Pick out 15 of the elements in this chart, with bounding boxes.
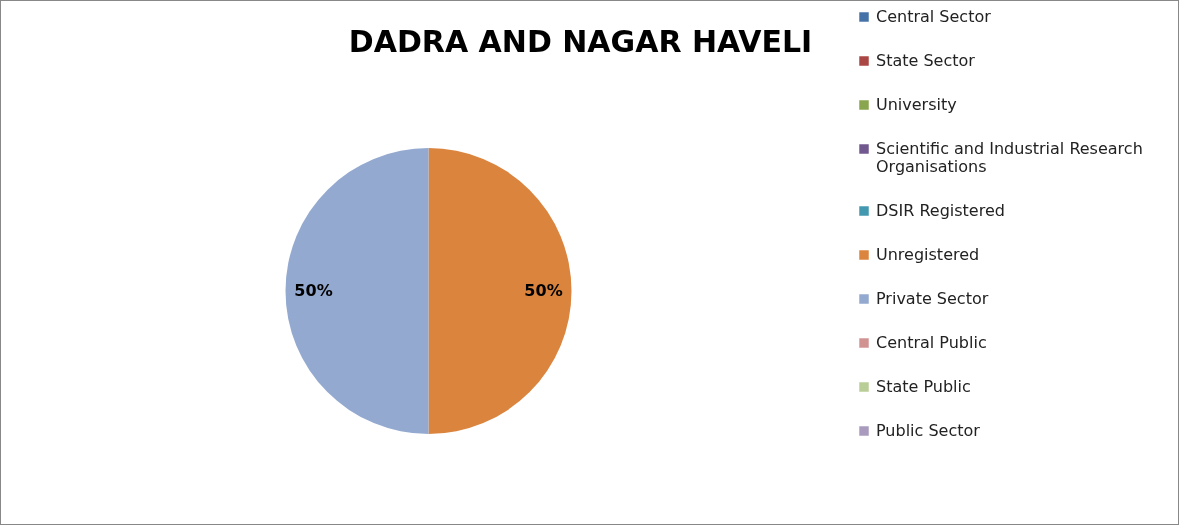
legend-label: Public Sector [876, 421, 981, 440]
legend-label: State Public [876, 377, 971, 396]
pie-slice [285, 148, 429, 434]
legend-label: Scientific and Industrial Research Organisations [876, 139, 1143, 176]
legend-label: State Sector [876, 51, 976, 70]
legend-label: Central Sector [876, 7, 992, 26]
data-label: 50% [294, 281, 333, 300]
legend-label: University [876, 95, 957, 114]
legend-label: DSIR Registered [876, 201, 1005, 220]
pie-slice [428, 148, 572, 434]
data-label: 50% [524, 281, 563, 300]
legend-label: Unregistered [876, 245, 980, 264]
text: DADRA AND NAGAR HAVELI [348, 24, 813, 59]
legend-label: Private Sector [876, 289, 989, 308]
legend-label: Central Public [876, 333, 987, 352]
